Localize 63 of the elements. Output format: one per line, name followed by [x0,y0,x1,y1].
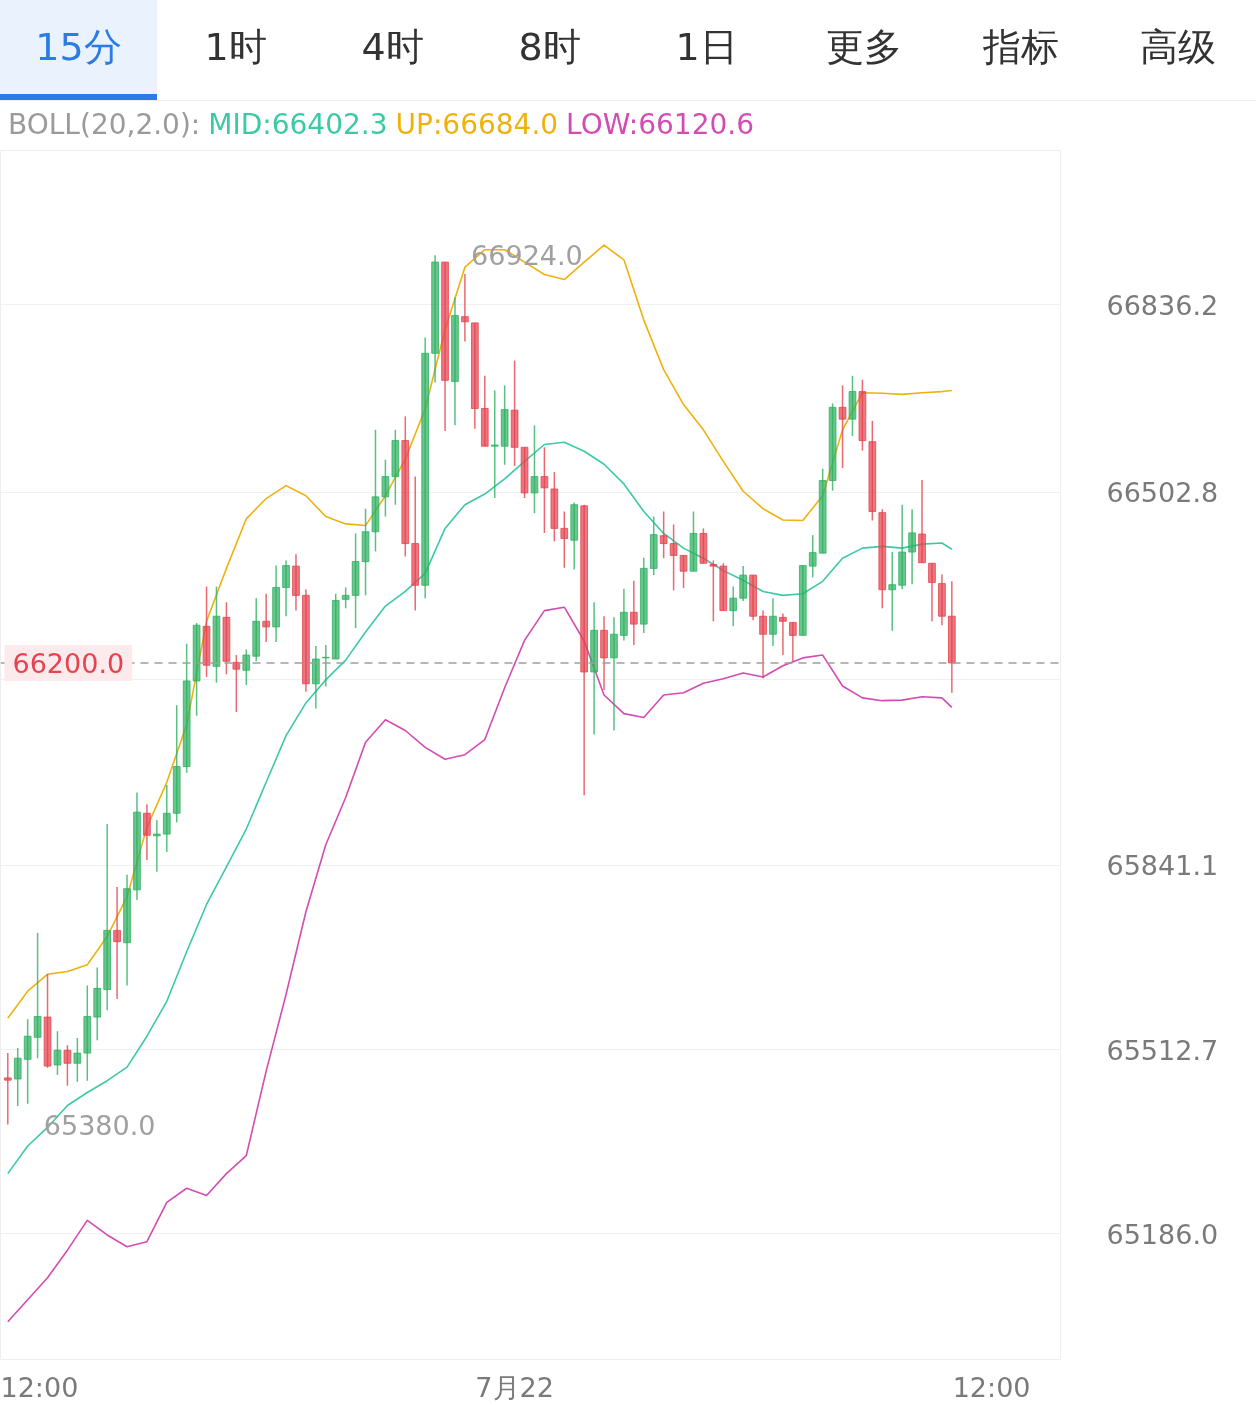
candlestick [242,648,251,686]
text: 高级 [1138,24,1217,71]
x-tick-label: 12:00 [952,1371,1031,1403]
candlestick [560,510,569,569]
y-tick-label: 65512.7 [1106,1034,1219,1066]
candlestick [739,565,748,602]
candlestick [262,592,271,643]
ref-line-label: 66200.0 [12,647,125,679]
text: 更多 [824,24,903,71]
candlestick [838,384,847,469]
candlestick [709,559,718,623]
text: 指标 [981,24,1060,71]
y-tick-label: 65186.0 [1106,1218,1219,1250]
text: MID:66402.3 [208,107,388,143]
candlestick [381,458,390,518]
text: UP:66684.0 [395,107,559,143]
candlestick [620,587,628,642]
y-tick-label: 65841.1 [1106,850,1219,882]
text: 4时 [360,24,425,71]
candlestick [33,931,42,1059]
candlestick [779,612,787,656]
candlestick [152,819,161,873]
candlestick [490,389,499,499]
candlestick [461,273,469,343]
candlestick [341,586,350,610]
candlestick [808,534,817,579]
candlestick [113,886,121,1000]
candlestick [769,597,777,647]
x-tick-label: 7月22 [475,1371,554,1403]
x-tick-label: 12:00 [0,1371,79,1403]
candlestick [928,562,936,623]
text: 1时 [203,24,268,71]
candlestick [162,784,171,853]
candlestick [3,1052,12,1126]
candlestick [530,424,539,514]
candlestick [759,609,767,679]
y-tick-label: 66502.8 [1106,477,1219,509]
text: 1日 [674,24,739,71]
candlestick [23,1018,32,1105]
legend-title: BOLL(20,2.0): [8,107,201,143]
candlestick [321,644,330,688]
candlestick [888,551,897,632]
candlestick [629,580,638,646]
candlestick [143,803,151,861]
candlestick [610,616,618,732]
text: 8时 [517,24,582,71]
candlestick [788,621,797,663]
candlestick [659,510,668,559]
candlestick [13,1047,22,1107]
annotation: 65380.0 [43,1109,156,1141]
candlestick [232,654,241,713]
candlestick [282,559,290,617]
candlestick [729,585,738,628]
candlestick [679,554,688,589]
y-tick-label: 66836.2 [1106,289,1219,321]
text: 15分 [0,0,157,100]
candlestick [669,523,678,592]
candlestick [53,1030,62,1076]
text: LOW:66120.6 [566,107,755,143]
candlestick [63,1044,72,1087]
candlestick [908,508,916,585]
candlestick [73,1037,82,1083]
candlestick [540,446,549,534]
